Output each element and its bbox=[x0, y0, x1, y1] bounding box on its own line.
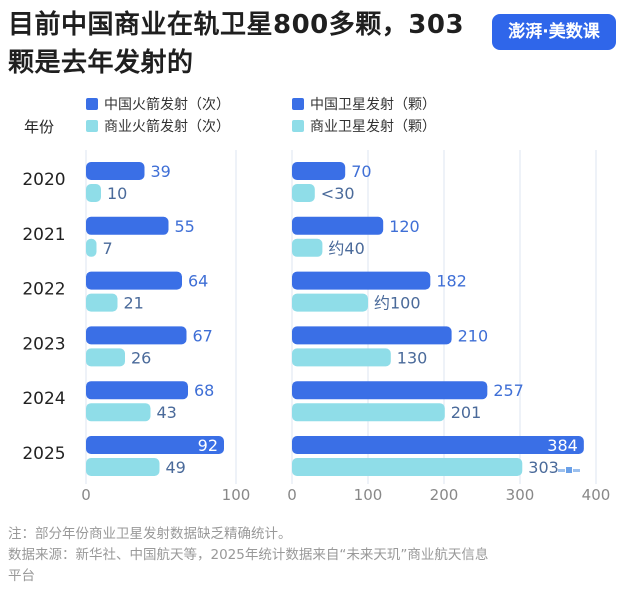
satellite-icon-panel bbox=[558, 469, 565, 472]
data-label: 21 bbox=[124, 294, 144, 313]
bar-dark bbox=[292, 216, 384, 235]
x-tick-label: 0 bbox=[287, 486, 297, 504]
footnotes: 注：部分年份商业卫星发射数据缺乏精确统计。 数据来源：新华社、中国航天等，202… bbox=[8, 524, 620, 587]
x-tick-label: 100 bbox=[222, 486, 251, 504]
bar-dark bbox=[292, 271, 431, 290]
data-label: 64 bbox=[188, 272, 208, 291]
legend-label: 商业火箭发射（次） bbox=[104, 118, 230, 135]
x-tick-label: 200 bbox=[430, 486, 459, 504]
data-label: 120 bbox=[389, 217, 420, 236]
data-label: 257 bbox=[493, 381, 524, 400]
bar-light bbox=[292, 184, 315, 202]
data-label: 39 bbox=[151, 162, 171, 181]
chart-title: 目前中国商业在轨卫星800多颗，303颗是去年发射的 bbox=[8, 10, 465, 78]
year-label: 2024 bbox=[22, 389, 65, 409]
footnote-line: 平台 bbox=[8, 568, 35, 584]
year-label: 2025 bbox=[22, 444, 65, 464]
bar-light bbox=[292, 458, 523, 476]
bar-light bbox=[292, 238, 323, 257]
bar-light bbox=[86, 403, 151, 422]
data-label: 68 bbox=[194, 381, 214, 400]
bar-dark bbox=[292, 436, 584, 454]
data-label: 约100 bbox=[374, 294, 421, 313]
bar-light bbox=[86, 348, 125, 367]
year-label: 2023 bbox=[22, 334, 65, 354]
brand-logo: 澎湃·美数课 bbox=[492, 14, 616, 50]
data-label: 182 bbox=[436, 272, 467, 291]
bar-light bbox=[292, 403, 445, 422]
bar-light bbox=[86, 458, 160, 476]
bar-dark bbox=[86, 326, 187, 345]
footnote-line: 注：部分年份商业卫星发射数据缺乏精确统计。 bbox=[8, 526, 292, 542]
year-header: 年份 bbox=[24, 118, 54, 136]
legend-label: 商业卫星发射（颗） bbox=[310, 119, 436, 135]
legend-label: 中国卫星发射（颗） bbox=[310, 97, 436, 113]
data-label: 384 bbox=[547, 436, 578, 455]
legend-swatch bbox=[292, 120, 304, 132]
data-label: 10 bbox=[107, 184, 127, 203]
bar-dark bbox=[292, 326, 452, 345]
data-label: 26 bbox=[131, 348, 151, 367]
x-tick-label: 300 bbox=[506, 486, 535, 504]
x-tick-label: 100 bbox=[354, 486, 383, 504]
x-tick-label: 0 bbox=[81, 486, 91, 504]
data-label: <30 bbox=[321, 184, 355, 203]
data-label: 210 bbox=[458, 326, 489, 345]
legend-swatch bbox=[86, 98, 98, 110]
data-label: 67 bbox=[193, 326, 213, 345]
data-label: 303 bbox=[528, 458, 559, 477]
bar-dark bbox=[86, 271, 182, 290]
bar-dark bbox=[86, 381, 188, 400]
data-label: 约40 bbox=[328, 239, 364, 258]
bar-dark bbox=[292, 381, 488, 400]
bar-dark bbox=[292, 162, 346, 180]
bar-dark bbox=[86, 436, 224, 454]
year-label: 2021 bbox=[22, 225, 65, 245]
data-label: 130 bbox=[397, 348, 428, 367]
year-label: 2022 bbox=[22, 280, 65, 300]
data-label: 55 bbox=[175, 217, 195, 236]
legend-swatch bbox=[292, 98, 304, 110]
bar-light bbox=[292, 348, 391, 367]
data-label: 43 bbox=[157, 403, 177, 422]
bar-dark bbox=[86, 162, 145, 180]
satellite-icon bbox=[566, 467, 572, 473]
legend-swatch bbox=[86, 120, 98, 132]
satellite-icon-panel bbox=[573, 469, 580, 472]
footnote-line: 数据来源：新华社、中国航天等，2025年统计数据来自“未来天玑”商业航天信息 bbox=[8, 547, 489, 563]
bar-dark bbox=[86, 216, 169, 235]
bar-light bbox=[86, 238, 97, 257]
bar-light bbox=[86, 184, 101, 202]
year-label: 2020 bbox=[22, 170, 65, 190]
bar-light bbox=[292, 293, 368, 312]
data-label: 92 bbox=[198, 436, 218, 455]
bar-light bbox=[86, 293, 118, 312]
data-label: 7 bbox=[103, 239, 113, 258]
data-label: 49 bbox=[166, 458, 186, 477]
legend-label: 中国火箭发射（次） bbox=[104, 96, 230, 113]
data-label: 70 bbox=[351, 162, 371, 181]
x-tick-label: 400 bbox=[582, 486, 611, 504]
data-label: 201 bbox=[451, 403, 482, 422]
